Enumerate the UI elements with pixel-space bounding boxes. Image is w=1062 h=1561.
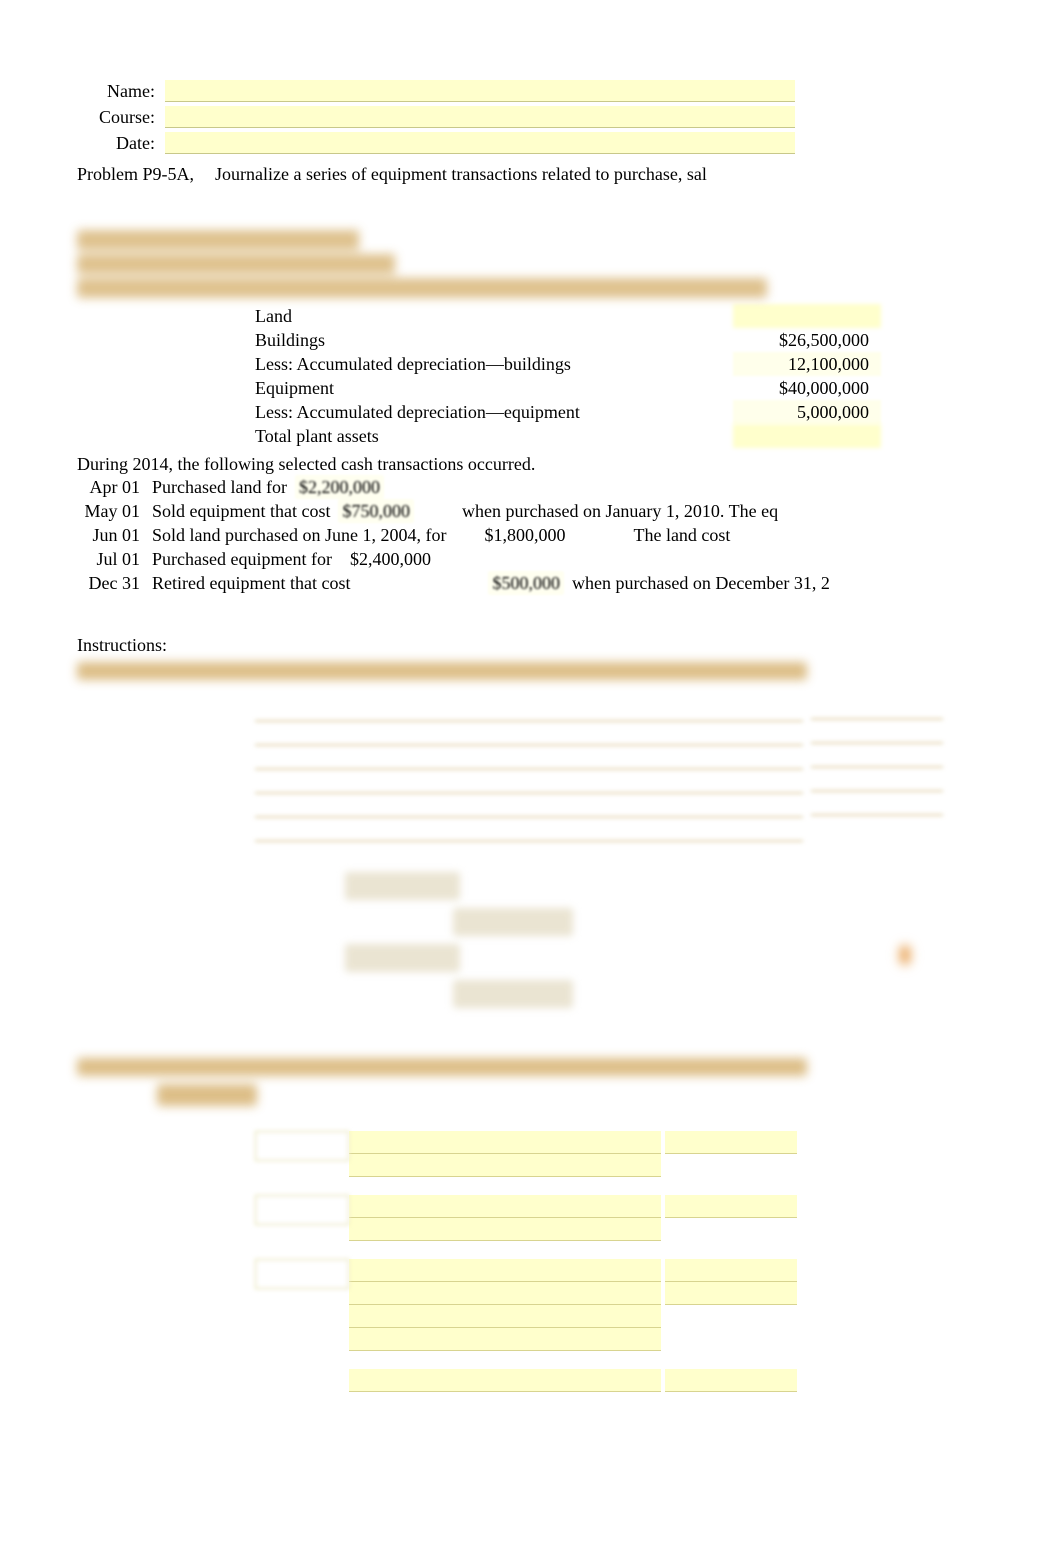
transaction-desc: Retired equipment that cost (152, 573, 350, 594)
asset-row-land: Land (255, 304, 875, 328)
journal-date-cell[interactable] (255, 1131, 349, 1161)
asset-row-accdep-eq: Less: Accumulated depreciation—equipment… (255, 400, 875, 424)
journal-account-input[interactable] (349, 1305, 661, 1328)
asset-label: Buildings (255, 330, 735, 351)
name-row: Name: (77, 80, 1062, 102)
asset-row-buildings: Buildings $26,500,000 (255, 328, 875, 352)
problem-id: Problem P9-5A, (77, 164, 207, 185)
course-label: Course: (77, 107, 165, 128)
blurred-entry-table (255, 698, 803, 842)
journal-account-input[interactable] (349, 1195, 661, 1218)
transaction-row: May 01 Sold equipment that cost $750,000… (77, 500, 1062, 523)
asset-value: $40,000,000 (735, 378, 875, 399)
asset-row-total: Total plant assets (255, 424, 875, 448)
transaction-desc2: when purchased on January 1, 2010. The e… (462, 501, 778, 522)
journal-entry (255, 1131, 1062, 1177)
transaction-row: Apr 01 Purchased land for $2,200,000 (77, 476, 1062, 499)
course-input[interactable] (165, 106, 795, 128)
journal-debit-input[interactable] (665, 1131, 797, 1154)
journal-date-cell[interactable] (255, 1259, 349, 1289)
transaction-date: Dec 31 (77, 573, 152, 594)
journal-debit-input[interactable] (665, 1369, 797, 1392)
asset-label: Less: Accumulated depreciation—equipment (255, 402, 735, 423)
transaction-desc2: The land cost (633, 525, 730, 546)
problem-line: Problem P9-5A, Journalize a series of eq… (77, 164, 1062, 185)
transaction-row: Dec 31 Retired equipment that cost $500,… (77, 572, 1062, 595)
transaction-amount: $1,800,000 (476, 525, 573, 546)
course-row: Course: (77, 106, 1062, 128)
asset-value: 5,000,000 (735, 402, 875, 423)
transaction-amount: $500,000 (480, 573, 572, 594)
journal-entry (255, 1195, 1062, 1241)
name-input[interactable] (165, 80, 795, 102)
journal-date-cell[interactable] (255, 1195, 349, 1225)
transaction-desc: Purchased equipment for (152, 549, 332, 570)
plant-assets-table: Land Buildings $26,500,000 Less: Accumul… (255, 304, 875, 448)
asset-row-equipment: Equipment $40,000,000 (255, 376, 875, 400)
worksheet-page: Name: Course: Date: Problem P9-5A, Journ… (0, 0, 1062, 1432)
date-label: Date: (77, 133, 165, 154)
transaction-date: Apr 01 (77, 477, 152, 498)
transaction-desc2: when purchased on December 31, 2 (572, 573, 830, 594)
journal-account-input[interactable] (349, 1218, 661, 1241)
transaction-desc: Sold equipment that cost (152, 501, 330, 522)
name-label: Name: (77, 81, 165, 102)
journal-account-input[interactable] (349, 1282, 661, 1305)
journal-debit-input[interactable] (665, 1195, 797, 1218)
transaction-desc: Sold land purchased on June 1, 2004, for (152, 525, 446, 546)
asset-row-accdep-bldg: Less: Accumulated depreciation—buildings… (255, 352, 875, 376)
asset-value: $26,500,000 (735, 330, 875, 351)
instruction-b-section (77, 1058, 1062, 1106)
transaction-row: Jul 01 Purchased equipment for $2,400,00… (77, 548, 1062, 571)
date-input[interactable] (165, 132, 795, 154)
journal-account-input[interactable] (349, 1369, 661, 1392)
transaction-desc: Purchased land for (152, 477, 287, 498)
transactions-intro: During 2014, the following selected cash… (77, 454, 1062, 475)
instruction-a-blurred (77, 662, 1062, 680)
asset-label: Land (255, 306, 735, 327)
journal-debit-input[interactable] (665, 1282, 797, 1305)
journal-account-input[interactable] (349, 1131, 661, 1154)
asset-value: 12,100,000 (735, 354, 875, 375)
asset-label: Equipment (255, 378, 735, 399)
instructions-label: Instructions: (77, 635, 1062, 656)
journal-debit-input[interactable] (665, 1259, 797, 1282)
transaction-amount: $2,400,000 (342, 549, 439, 570)
transaction-date: Jun 01 (77, 525, 152, 546)
transaction-amount: $750,000 (330, 501, 422, 522)
problem-description: Journalize a series of equipment transac… (207, 164, 707, 185)
asset-label: Less: Accumulated depreciation—buildings (255, 354, 735, 375)
journal-account-input[interactable] (349, 1328, 661, 1351)
transaction-row: Jun 01 Sold land purchased on June 1, 20… (77, 524, 1062, 547)
date-row: Date: (77, 132, 1062, 154)
journal-account-input[interactable] (349, 1259, 661, 1282)
journal-entry (255, 1259, 1062, 1351)
journal-entry (255, 1369, 1062, 1392)
asset-label: Total plant assets (255, 426, 735, 447)
blurred-source-text (77, 230, 1062, 298)
transaction-date: May 01 (77, 501, 152, 522)
blurred-calc-group (345, 872, 1062, 1008)
journal-entries (255, 1131, 1062, 1392)
transaction-date: Jul 01 (77, 549, 152, 570)
transaction-amount: $2,200,000 (287, 477, 392, 498)
journal-account-input[interactable] (349, 1154, 661, 1177)
